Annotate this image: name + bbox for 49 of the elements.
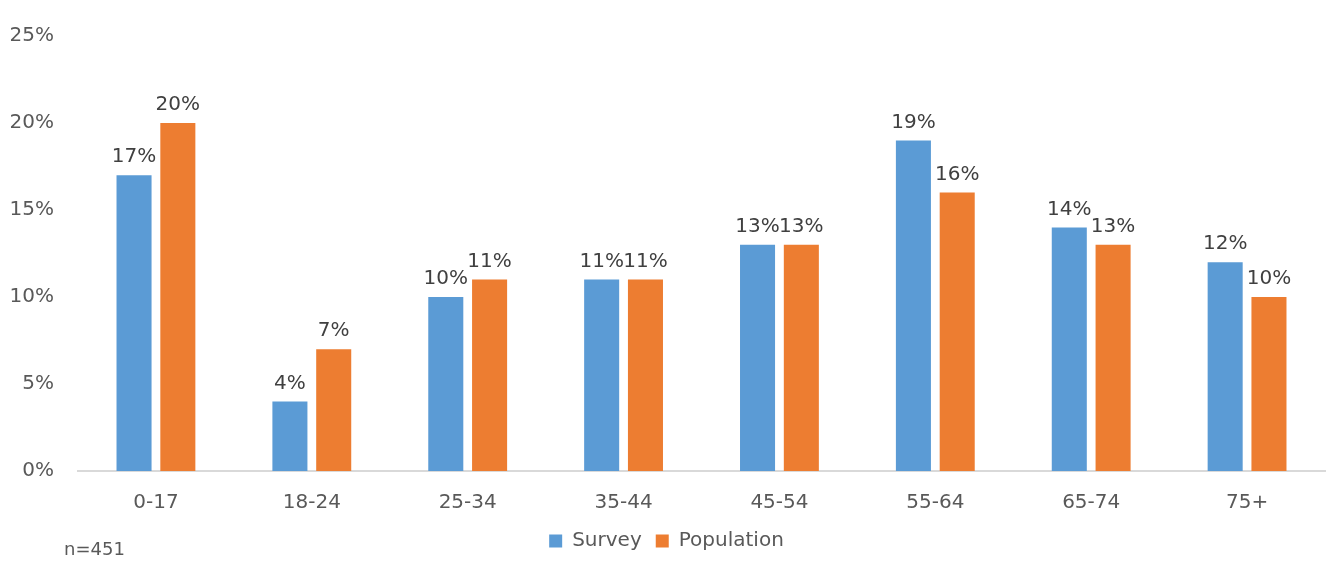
bar (939, 192, 975, 471)
data-label: 11% (467, 247, 512, 272)
bar (740, 244, 776, 471)
bar (472, 279, 508, 471)
bar (428, 297, 464, 471)
x-tick-label: 35-44 (594, 489, 653, 514)
bar (116, 175, 152, 471)
data-label: 10% (423, 265, 469, 290)
y-tick-label: 0% (22, 457, 54, 482)
bar (1251, 297, 1287, 471)
legend-label: Survey (572, 527, 642, 552)
bar (160, 123, 196, 471)
bar (1207, 262, 1243, 471)
text: n=451 (64, 537, 125, 559)
bar (627, 279, 663, 471)
data-label: 13% (779, 213, 824, 237)
y-tick-label: 15% (9, 196, 54, 221)
x-tick-label: 45-54 (750, 489, 809, 514)
x-tick-label: 65-74 (1062, 489, 1121, 514)
data-label: 13% (1090, 213, 1136, 237)
data-label: 11% (623, 247, 668, 272)
data-label: 20% (155, 91, 201, 116)
legend-label: Population (678, 527, 784, 552)
y-tick-label: 25% (9, 22, 54, 47)
data-label: 17% (111, 143, 157, 168)
data-label: 13% (735, 213, 780, 237)
data-label: 11% (579, 247, 624, 272)
bar (895, 140, 931, 471)
bar (783, 244, 819, 471)
x-tick-label: 75+ (1225, 489, 1269, 514)
x-tick-label: 55-64 (906, 489, 965, 514)
bar (272, 401, 308, 471)
data-label: 4% (274, 369, 306, 394)
data-label: 16% (934, 160, 980, 185)
bar (1051, 227, 1087, 471)
bar (584, 279, 620, 471)
bar (1095, 244, 1131, 471)
y-tick-label: 20% (9, 109, 54, 134)
x-tick-label: 0-17 (133, 489, 179, 514)
data-label: 10% (1246, 265, 1292, 290)
y-tick-label: 10% (9, 283, 54, 308)
data-label: 19% (891, 108, 936, 133)
data-label: 14% (1047, 195, 1092, 220)
data-label: 7% (317, 317, 350, 342)
x-tick-label: 25-34 (438, 489, 497, 514)
bar (316, 349, 352, 471)
data-label: 12% (1202, 230, 1248, 255)
x-tick-label: 18-24 (282, 489, 341, 514)
y-tick-label: 5% (22, 370, 54, 395)
